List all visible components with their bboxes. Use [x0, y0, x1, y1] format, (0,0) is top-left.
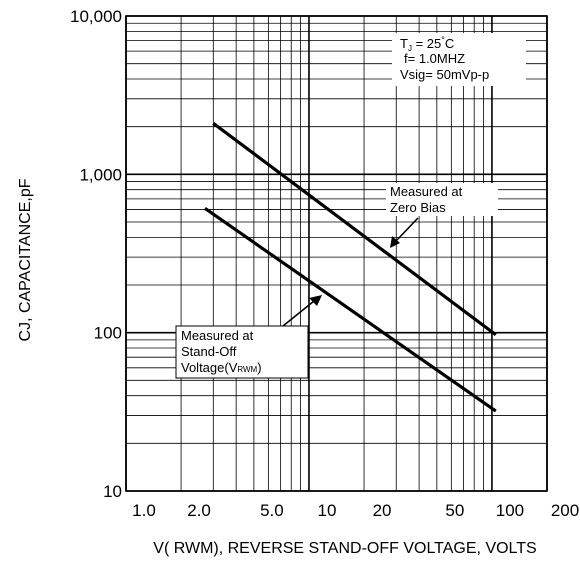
- x-tick-label: 1.0: [132, 501, 156, 520]
- x-tick-labels: 1.0 2.0 5.0 10 20 50 100 200: [132, 501, 579, 520]
- x-tick-label: 50: [445, 501, 464, 520]
- standoff-label-line-2: Stand-Off: [181, 344, 237, 359]
- x-axis-label: V( RWM), REVERSE STAND-OFF VOLTAGE, VOLT…: [153, 540, 536, 557]
- conditions-frequency: f= 1.0MHZ: [404, 51, 465, 66]
- standoff-annotation: Measured at Stand-Off Voltage(VRWM): [176, 295, 322, 378]
- standoff-voltage-subscript: RWM: [237, 365, 257, 374]
- standoff-label-line-1: Measured at: [181, 328, 254, 343]
- x-tick-label: 5.0: [260, 501, 284, 520]
- x-tick-label: 200: [551, 501, 579, 520]
- tj-value: = 25: [412, 36, 441, 51]
- tj-symbol: T: [400, 36, 408, 51]
- standoff-voltage-suffix: ): [257, 360, 261, 375]
- zero-bias-label-line-1: Measured at: [390, 184, 463, 199]
- y-tick-label: 100: [94, 324, 122, 343]
- x-tick-label: 20: [373, 501, 392, 520]
- y-axis-label: CJ, CAPACITANCE,pF: [17, 178, 34, 341]
- x-tick-label: 2.0: [187, 501, 211, 520]
- conditions-signal-voltage: Vsig= 50mVp-p: [400, 67, 489, 82]
- y-tick-label: 1,000: [79, 165, 122, 184]
- y-tick-label: 10,000: [70, 7, 122, 26]
- chart-grid: [126, 16, 547, 491]
- zero-bias-annotation: Measured at Zero Bias: [386, 183, 498, 248]
- series-line-zero-bias: [213, 123, 496, 334]
- standoff-voltage-prefix: Voltage(V: [181, 360, 238, 375]
- tj-unit: C: [445, 36, 454, 51]
- zero-bias-label-line-2: Zero Bias: [390, 200, 446, 215]
- x-tick-label: 10: [318, 501, 337, 520]
- y-tick-labels: 10 100 1,000 10,000: [70, 7, 122, 501]
- x-tick-label: 100: [496, 501, 524, 520]
- y-tick-label: 10: [103, 482, 122, 501]
- conditions-box: TJ = 25°C f= 1.0MHZ Vsig= 50mVp-p: [392, 33, 526, 86]
